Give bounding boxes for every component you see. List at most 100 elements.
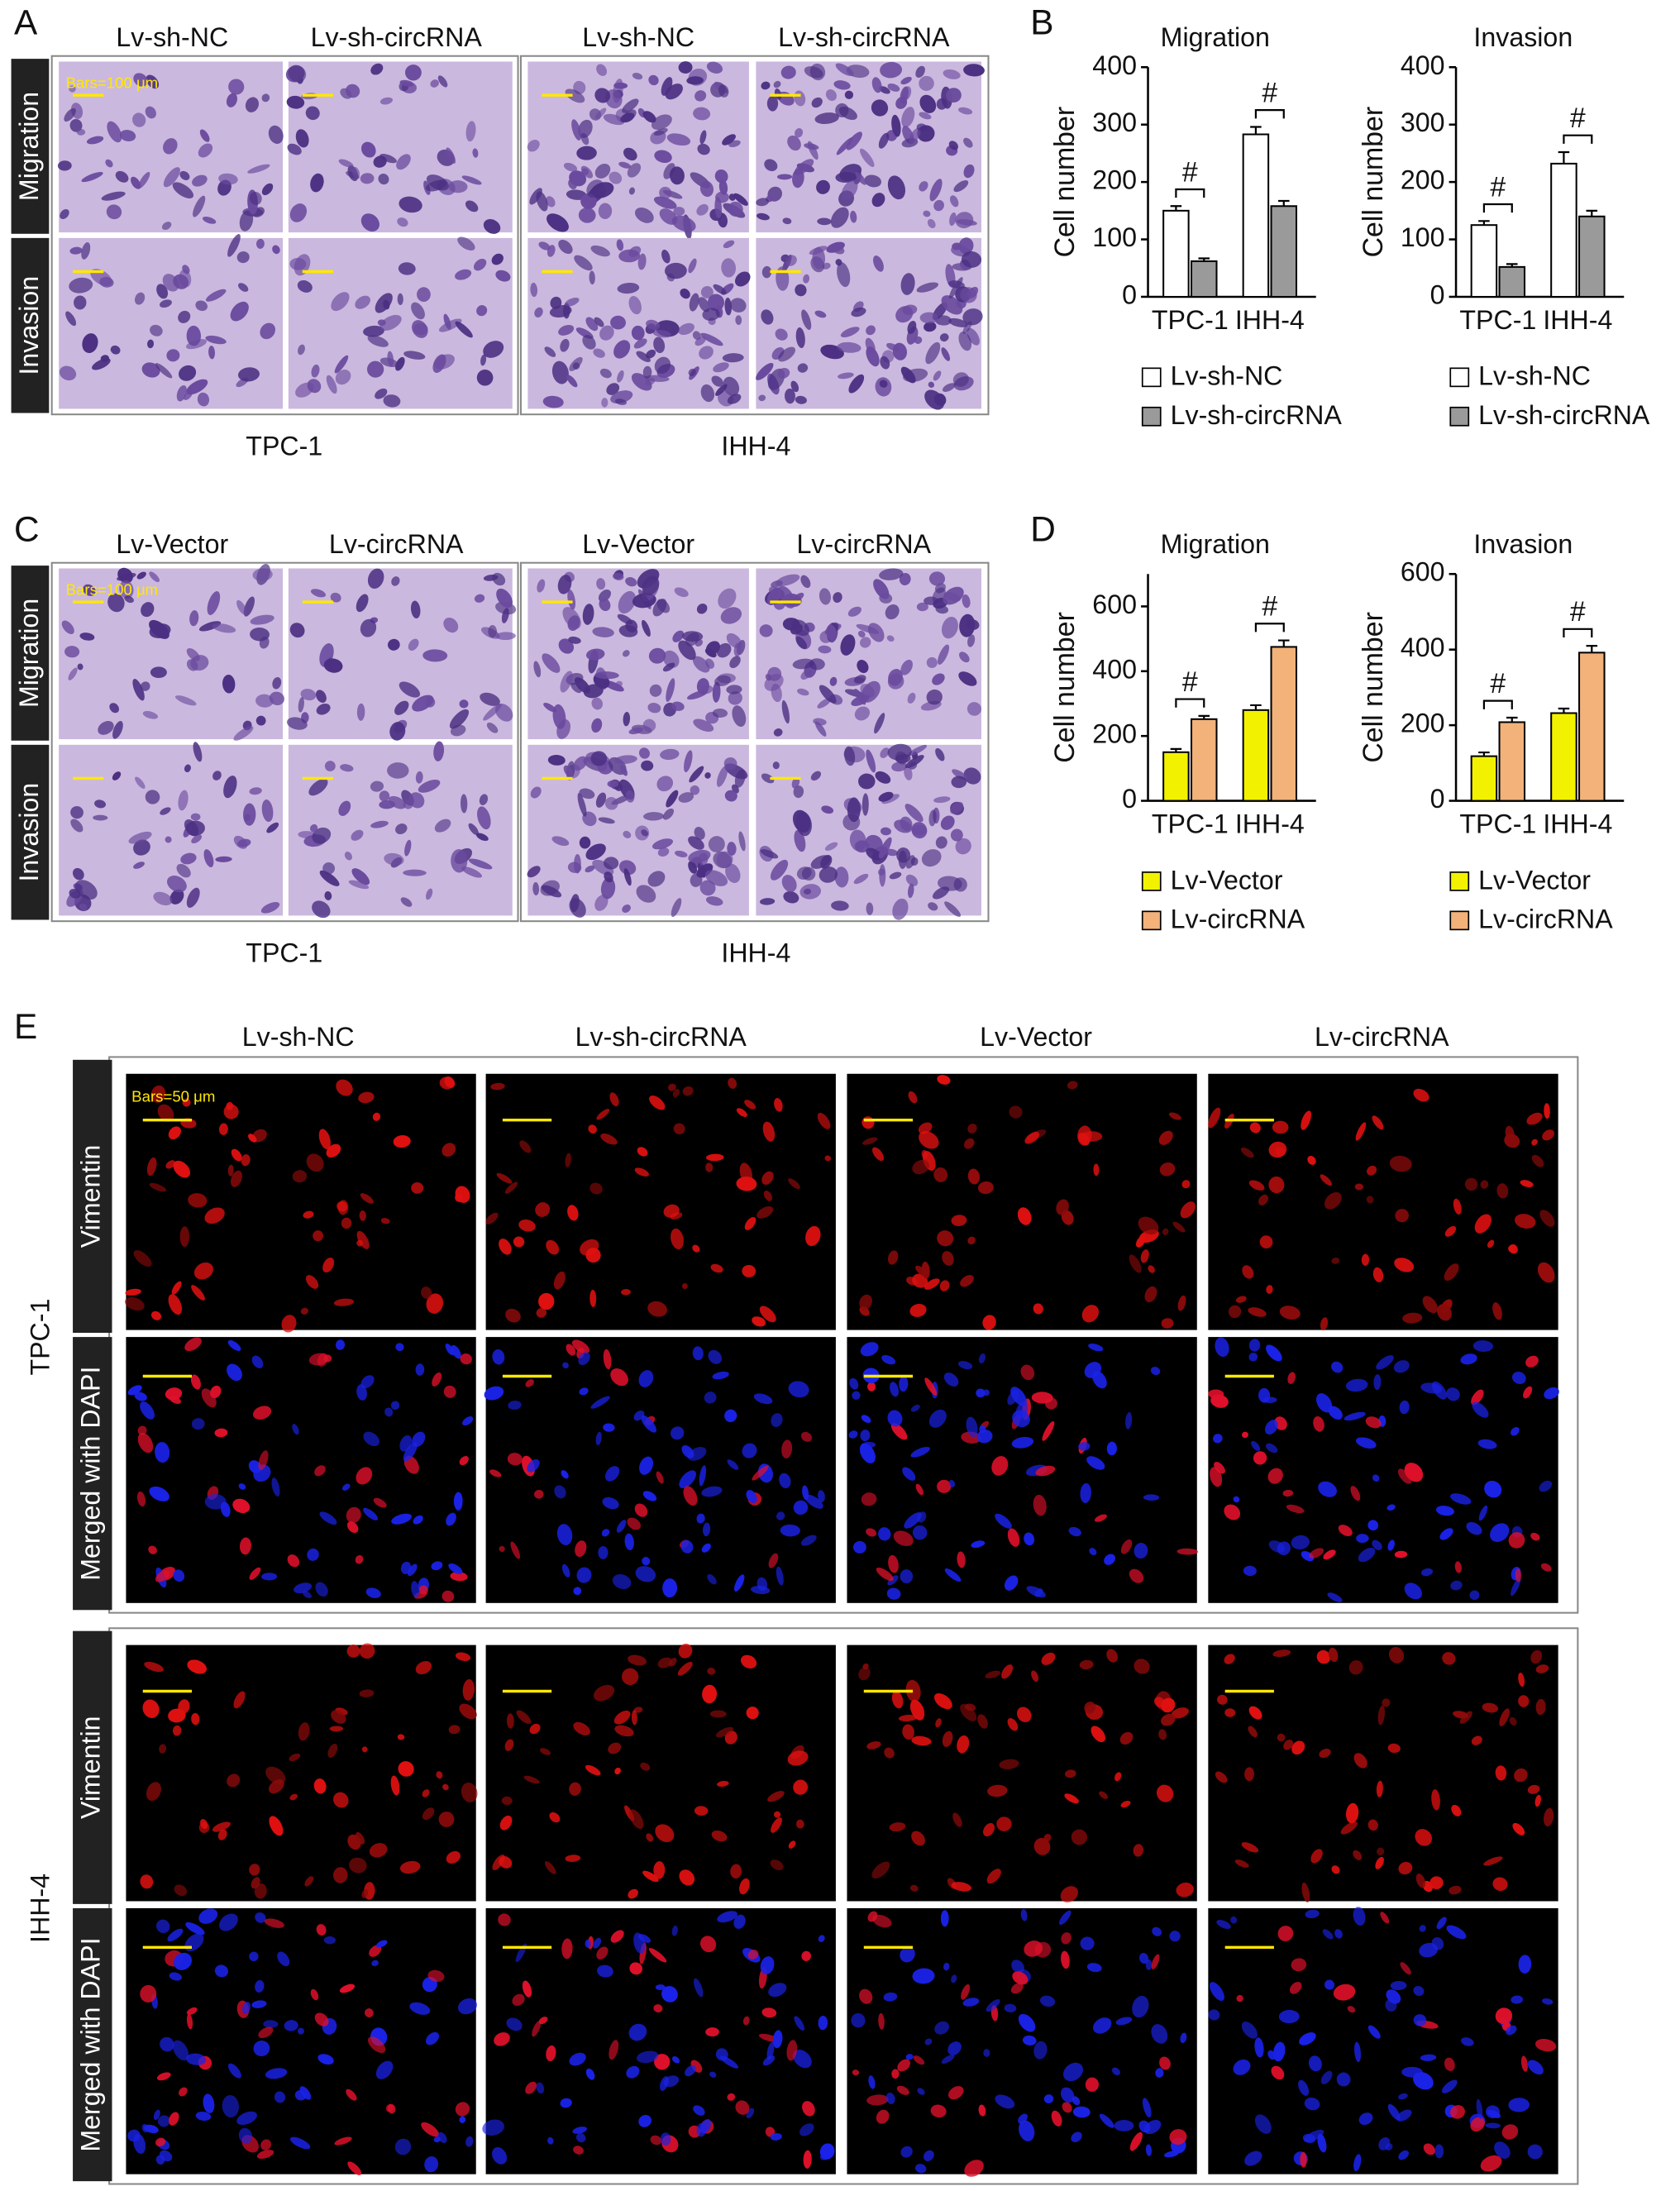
- cell: [925, 341, 941, 365]
- cell: [700, 384, 715, 403]
- cell: [649, 684, 662, 697]
- cell: [1120, 1801, 1131, 1808]
- cell: [156, 2072, 171, 2081]
- cell: [65, 311, 77, 327]
- row-label: Merged with DAPI: [75, 1937, 105, 2151]
- cell: [902, 1467, 916, 1481]
- cell: [347, 2161, 362, 2175]
- cell: [437, 2131, 447, 2143]
- cell: [715, 1726, 734, 1738]
- cell: [542, 395, 564, 408]
- cell: [1089, 1548, 1097, 1556]
- micrograph: [756, 237, 983, 410]
- cell: [260, 322, 276, 340]
- cell: [653, 196, 677, 209]
- cell: [271, 1477, 280, 1497]
- cell: [880, 827, 891, 836]
- cell: [614, 399, 627, 405]
- cell-line-label: IHH-4: [25, 1874, 55, 1943]
- cell: [901, 107, 915, 128]
- cell: [212, 1821, 231, 1832]
- cell: [976, 1430, 993, 1444]
- cell: [1244, 1767, 1254, 1782]
- cell: [490, 1082, 505, 1091]
- y-tick-label: 100: [1092, 222, 1137, 252]
- cell: [1474, 1214, 1491, 1234]
- cell: [1470, 2117, 1485, 2132]
- cell: [1091, 1726, 1105, 1743]
- cell: [1119, 1731, 1134, 1745]
- cell: [933, 393, 947, 407]
- cell: [167, 1928, 184, 1942]
- cell: [195, 300, 208, 312]
- y-tick-label: 400: [1401, 632, 1445, 662]
- cell: [441, 1590, 455, 1602]
- cell: [294, 1582, 312, 1594]
- cell: [1338, 1525, 1353, 1537]
- cell: [1251, 1440, 1261, 1451]
- cell: [1466, 1521, 1482, 1535]
- cell: [721, 258, 736, 278]
- cell: [1041, 1652, 1056, 1665]
- column-header: Lv-circRNA: [796, 529, 931, 559]
- cell: [112, 720, 123, 739]
- cell: [939, 1280, 950, 1291]
- cell: [937, 1479, 952, 1493]
- cell-line-label: TPC-1: [25, 1299, 55, 1376]
- cell: [473, 258, 487, 271]
- cell: [322, 862, 336, 875]
- cell: [1129, 1254, 1142, 1273]
- cell: [556, 1524, 573, 1545]
- cell: [1526, 1112, 1543, 1125]
- cell: [430, 79, 439, 88]
- cell: [978, 1353, 986, 1363]
- cell: [363, 325, 384, 337]
- cell: [1059, 1910, 1071, 1926]
- cell: [592, 627, 614, 637]
- cell: [635, 825, 650, 841]
- cell: [441, 1143, 456, 1158]
- cell: [615, 680, 623, 688]
- cell: [909, 127, 921, 145]
- cell: [1514, 1214, 1536, 1229]
- cell: [76, 128, 86, 136]
- cell: [636, 351, 651, 363]
- cell: [1485, 2122, 1501, 2129]
- cell: [949, 195, 959, 208]
- y-tick-label: 600: [1401, 557, 1445, 587]
- cell: [574, 255, 593, 271]
- cell: [585, 865, 595, 873]
- cell: [356, 594, 369, 613]
- cell: [1242, 1265, 1254, 1279]
- cell: [1161, 1697, 1176, 1713]
- cell: [1446, 1387, 1460, 1401]
- cell: [906, 1277, 918, 1286]
- cell: [1061, 1950, 1070, 1969]
- cell: [443, 617, 459, 633]
- cell: [852, 1540, 866, 1554]
- cell: [1523, 1386, 1533, 1399]
- legend-label: Lv-sh-circRNA: [1478, 400, 1650, 430]
- cell: [953, 180, 969, 193]
- cell: [387, 351, 394, 367]
- cell: [772, 2030, 783, 2049]
- cell: [1298, 2079, 1310, 2096]
- cell: [287, 1554, 300, 1568]
- cell: [173, 1160, 191, 1178]
- cell: [397, 217, 408, 227]
- cell: [199, 129, 210, 142]
- micrograph: [527, 568, 749, 740]
- cell: [704, 648, 717, 658]
- cell: [947, 2041, 962, 2055]
- cell: [700, 332, 723, 346]
- cell: [788, 1840, 796, 1849]
- cell: [663, 2075, 680, 2088]
- cell: [694, 1978, 704, 1998]
- cell: [633, 338, 647, 349]
- cell: [926, 689, 943, 705]
- cell: [663, 1204, 680, 1218]
- cell: [761, 2007, 777, 2018]
- cell: [376, 1940, 388, 1948]
- cell: [898, 1714, 918, 1721]
- cell: [804, 66, 823, 79]
